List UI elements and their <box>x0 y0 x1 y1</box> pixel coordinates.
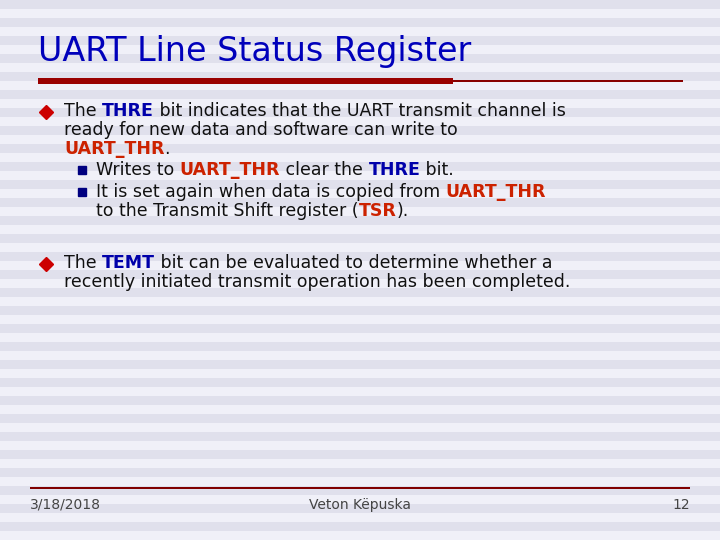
Text: Veton Këpuska: Veton Këpuska <box>309 498 411 512</box>
Text: The: The <box>64 254 102 272</box>
Bar <box>0 198 720 207</box>
Bar <box>0 450 720 459</box>
Text: UART Line Status Register: UART Line Status Register <box>38 36 472 69</box>
Bar <box>0 18 720 27</box>
Bar <box>38 78 453 84</box>
Bar <box>0 396 720 405</box>
Bar <box>0 468 720 477</box>
Text: clear the: clear the <box>280 161 369 179</box>
Bar <box>0 378 720 387</box>
Text: to the Transmit Shift register (: to the Transmit Shift register ( <box>96 202 359 220</box>
Text: UART_THR: UART_THR <box>446 183 546 201</box>
Bar <box>0 432 720 441</box>
Bar <box>0 126 720 135</box>
Bar <box>0 234 720 243</box>
Bar <box>0 342 720 351</box>
Text: Writes to: Writes to <box>96 161 180 179</box>
Text: bit indicates that the UART transmit channel is: bit indicates that the UART transmit cha… <box>154 102 566 120</box>
Text: THRE: THRE <box>102 102 154 120</box>
Bar <box>0 54 720 63</box>
Text: TEMT: TEMT <box>102 254 155 272</box>
Bar <box>0 108 720 117</box>
Bar <box>0 486 720 495</box>
Text: .: . <box>164 140 170 158</box>
Bar <box>0 162 720 171</box>
Bar <box>453 80 683 82</box>
Text: recently initiated transmit operation has been completed.: recently initiated transmit operation ha… <box>64 273 570 291</box>
Text: THRE: THRE <box>369 161 420 179</box>
Bar <box>0 252 720 261</box>
Bar <box>0 36 720 45</box>
Bar <box>0 72 720 81</box>
Text: bit.: bit. <box>420 161 454 179</box>
Bar <box>0 324 720 333</box>
Text: bit can be evaluated to determine whether a: bit can be evaluated to determine whethe… <box>155 254 553 272</box>
Text: TSR: TSR <box>359 202 397 220</box>
Bar <box>0 288 720 297</box>
Bar <box>0 360 720 369</box>
Bar <box>0 90 720 99</box>
Text: 3/18/2018: 3/18/2018 <box>30 498 101 512</box>
Bar <box>0 306 720 315</box>
Bar <box>0 0 720 9</box>
Bar <box>0 216 720 225</box>
Text: ready for new data and software can write to: ready for new data and software can writ… <box>64 121 458 139</box>
Text: 12: 12 <box>672 498 690 512</box>
Text: It is set again when data is copied from: It is set again when data is copied from <box>96 183 446 201</box>
Bar <box>0 504 720 513</box>
Text: The: The <box>64 102 102 120</box>
Bar <box>0 144 720 153</box>
Bar <box>0 270 720 279</box>
Text: UART_THR: UART_THR <box>180 161 280 179</box>
Bar <box>0 522 720 531</box>
Bar <box>30 487 690 489</box>
Text: ).: ). <box>397 202 409 220</box>
Bar <box>0 414 720 423</box>
Text: UART_THR: UART_THR <box>64 140 164 158</box>
Bar <box>0 180 720 189</box>
